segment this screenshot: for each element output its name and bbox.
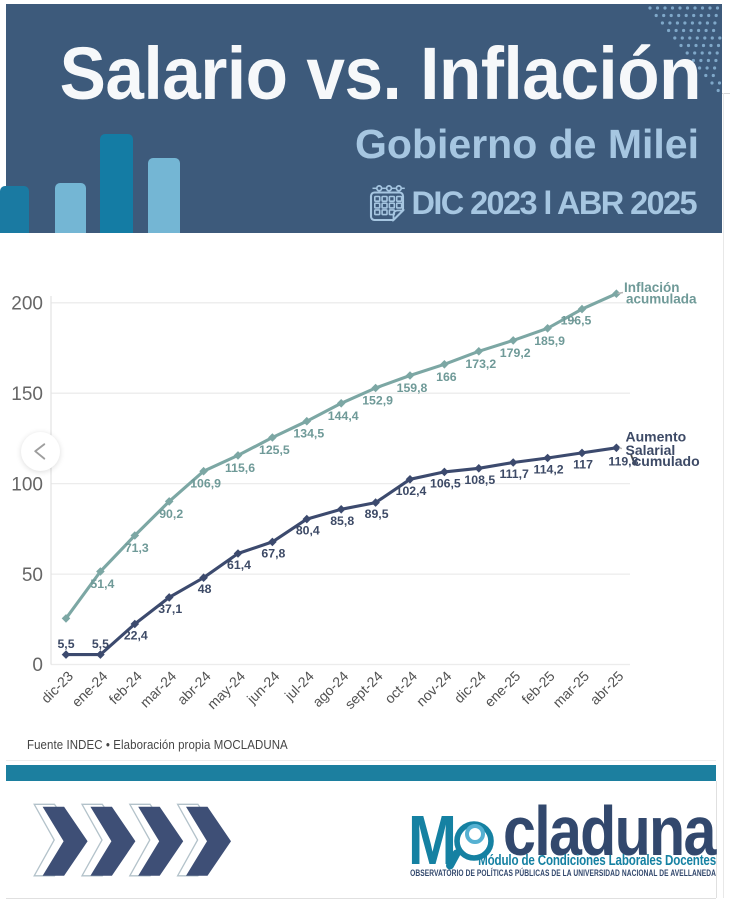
svg-text:abr-25: abr-25	[587, 668, 627, 708]
svg-text:159,8: 159,8	[397, 381, 428, 395]
svg-text:111,7: 111,7	[499, 467, 529, 481]
svg-text:185,9: 185,9	[534, 334, 565, 348]
svg-text:5,5: 5,5	[92, 637, 109, 651]
svg-text:71,3: 71,3	[125, 541, 149, 555]
svg-text:ene-24: ene-24	[68, 668, 110, 710]
svg-text:144,4: 144,4	[328, 409, 359, 423]
svg-text:134,5: 134,5	[293, 427, 324, 441]
svg-text:sept-24: sept-24	[341, 668, 385, 712]
svg-text:89,5: 89,5	[365, 507, 389, 521]
svg-text:Salarial: Salarial	[626, 442, 676, 458]
svg-text:106,5: 106,5	[430, 476, 461, 490]
svg-text:mar-24: mar-24	[137, 668, 180, 711]
svg-text:152,9: 152,9	[362, 394, 393, 408]
svg-text:67,8: 67,8	[261, 546, 285, 560]
svg-text:37,1: 37,1	[158, 602, 182, 616]
svg-text:102,4: 102,4	[396, 484, 427, 498]
svg-text:173,2: 173,2	[465, 357, 496, 371]
svg-text:80,4: 80,4	[296, 524, 320, 538]
svg-text:5,5: 5,5	[57, 637, 74, 651]
svg-text:114,2: 114,2	[534, 463, 564, 477]
svg-text:117: 117	[573, 457, 593, 471]
svg-text:50: 50	[22, 565, 43, 586]
svg-text:cumulado: cumulado	[634, 453, 700, 469]
svg-text:61,4: 61,4	[227, 558, 251, 572]
svg-text:nov-24: nov-24	[413, 668, 455, 710]
svg-text:166: 166	[436, 370, 457, 384]
svg-text:100: 100	[11, 474, 43, 495]
svg-text:106,9: 106,9	[190, 477, 221, 491]
svg-text:ene-25: ene-25	[481, 668, 523, 710]
svg-text:108,5: 108,5	[464, 473, 495, 487]
svg-text:150: 150	[11, 384, 43, 405]
svg-text:85,8: 85,8	[330, 514, 354, 528]
svg-text:125,5: 125,5	[259, 443, 290, 457]
svg-text:jun-24: jun-24	[243, 668, 283, 708]
svg-text:179,2: 179,2	[500, 346, 531, 360]
svg-text:115,6: 115,6	[225, 461, 255, 475]
svg-text:acumulada: acumulada	[626, 292, 697, 307]
svg-text:Inflación: Inflación	[624, 280, 680, 295]
svg-text:22,4: 22,4	[124, 629, 148, 643]
svg-text:90,2: 90,2	[159, 507, 183, 521]
svg-text:48: 48	[198, 582, 212, 596]
svg-text:200: 200	[11, 294, 43, 315]
svg-text:may-24: may-24	[204, 668, 248, 712]
svg-text:Aumento: Aumento	[626, 429, 687, 445]
svg-text:0: 0	[32, 655, 43, 676]
svg-text:mar-25: mar-25	[549, 668, 592, 711]
svg-text:51,4: 51,4	[90, 577, 114, 591]
svg-text:196,5: 196,5	[561, 314, 592, 328]
svg-text:119,8: 119,8	[608, 454, 638, 468]
